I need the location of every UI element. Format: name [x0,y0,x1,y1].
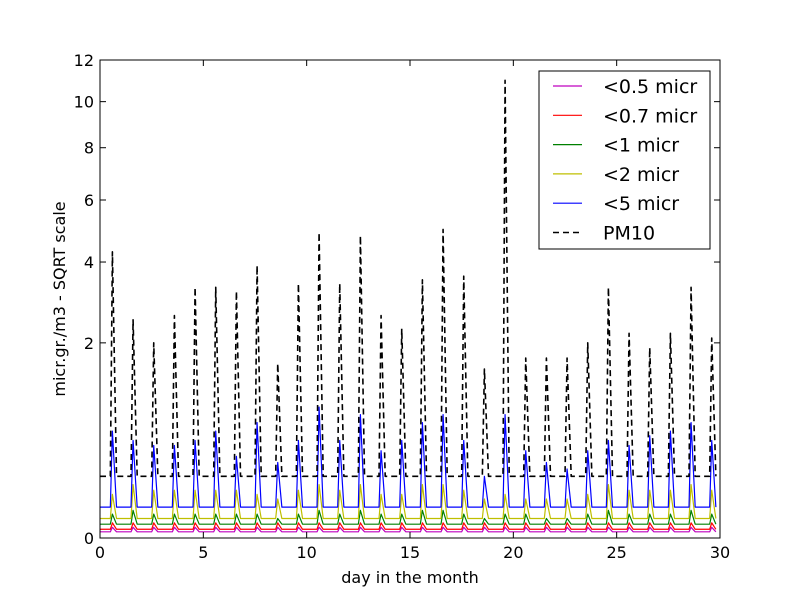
x-axis-label: day in the month [341,568,478,587]
x-tick-label: 0 [95,543,105,562]
legend-label-2: <1 micr [603,135,679,157]
y-tick-label: 12 [74,51,94,70]
series-line-1 [100,522,717,530]
y-tick-label: 6 [84,191,94,210]
x-tick-label: 25 [606,543,626,562]
legend-label-5: PM10 [603,223,655,245]
y-tick-label: 2 [84,334,94,353]
y-tick-label: 8 [84,139,94,158]
series-line-4 [100,406,717,508]
x-tick-label: 15 [400,543,420,562]
legend-entries: <0.5 micr <0.7 micr <1 micr <2 micr <5 micr P… [553,76,697,245]
legend: <0.5 micr <0.7 micr <1 micr <2 micr <5 micr P… [538,70,711,250]
series-line-5 [100,79,717,478]
y-axis-label: micr.gr./m3 - SQRT scale [50,201,69,396]
y-tick-label: 0 [84,529,94,548]
x-tick-label: 30 [710,543,730,562]
series-line-2 [100,509,717,525]
series-layer [100,79,717,533]
x-tick-label: 5 [198,543,208,562]
y-tick-label: 10 [74,93,94,112]
tick-layer: 0 5 10 15 20 25 30 0 2 4 6 8 10 12 [74,51,731,562]
legend-label-3: <2 micr [603,164,679,186]
legend-label-0: <0.5 micr [603,76,697,98]
series-line-3 [100,483,717,520]
legend-box [538,70,711,250]
legend-label-4: <5 micr [603,193,679,215]
x-tick-label: 10 [296,543,316,562]
x-tick-label: 20 [503,543,523,562]
legend-label-1: <0.7 micr [603,105,697,127]
y-tick-label: 4 [84,253,94,272]
series-line-0 [100,526,717,533]
